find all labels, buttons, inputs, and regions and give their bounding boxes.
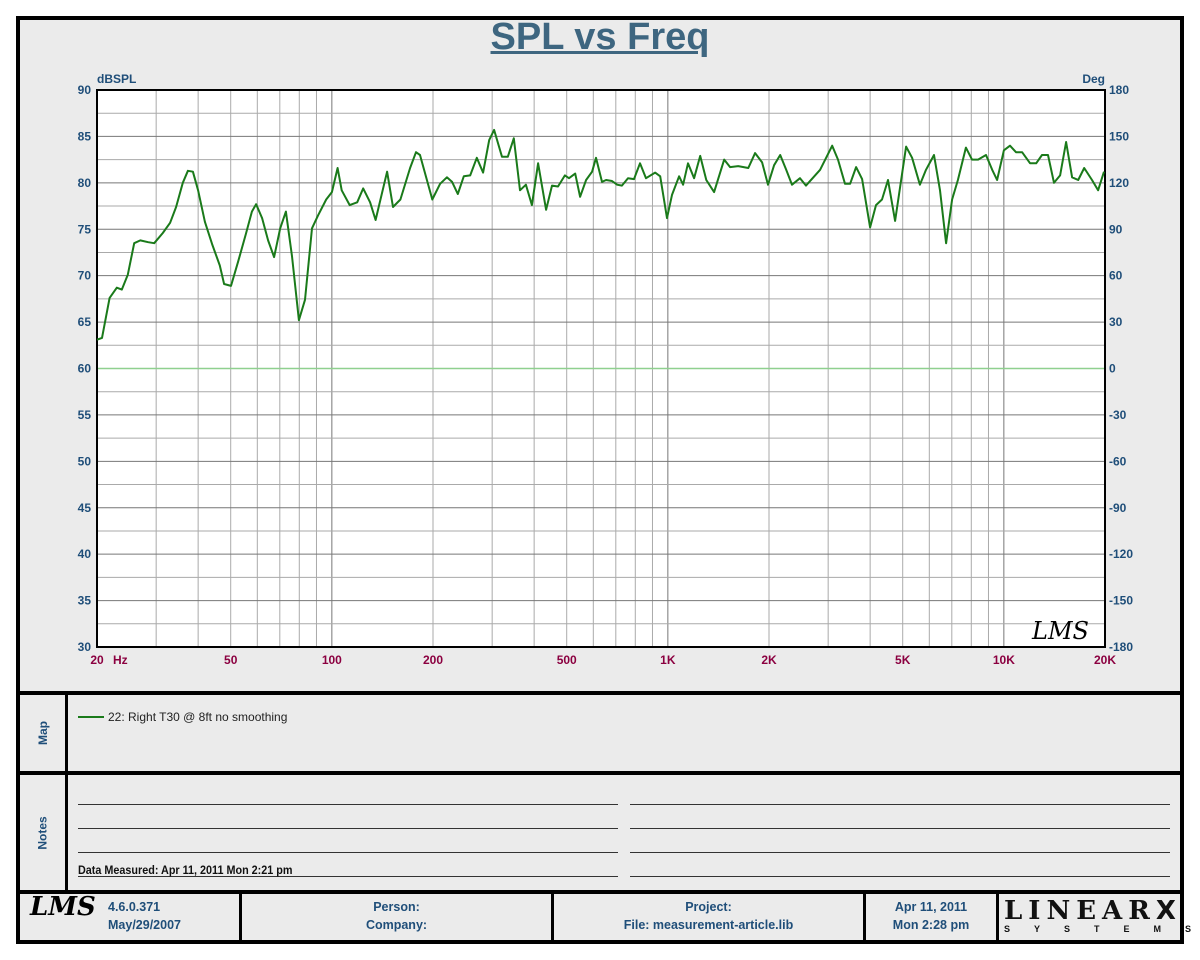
spl-series-line [96, 128, 1105, 341]
y-tick-label: 35 [78, 594, 92, 608]
y-tick-label: 50 [78, 454, 92, 468]
y-tick-label: 30 [78, 640, 92, 654]
lms-logo: LMS [30, 892, 96, 922]
report-date: Apr 11, 2011 Mon 2:28 pm [892, 900, 970, 932]
y-right-tick-label: -120 [1109, 547, 1133, 561]
chart-title: SPL vs Freq [490, 16, 710, 58]
y-right-tick-label: -30 [1109, 408, 1127, 422]
x-tick-label: 10K [993, 653, 1015, 667]
x-tick-label: 1K [660, 653, 676, 667]
x-tick-label: 20 [90, 653, 104, 667]
y-tick-label: 80 [78, 176, 92, 190]
y-tick-label: 45 [78, 501, 92, 515]
y-tick-label: 40 [78, 547, 92, 561]
legend-label: 22: Right T30 @ 8ft no smoothing [108, 710, 288, 724]
y-right-tick-label: 90 [1109, 222, 1123, 236]
linearx-logo: LINEARX SYSTEMS [1004, 896, 1200, 934]
note-line[interactable] [630, 828, 1170, 829]
divider [239, 894, 242, 940]
y-tick-label: 90 [78, 83, 92, 97]
y-tick-label: 65 [78, 315, 92, 329]
x-tick-label: 100 [322, 653, 342, 667]
divider [996, 894, 999, 940]
legend-entry[interactable]: 22: Right T30 @ 8ft no smoothing [78, 710, 287, 724]
person-company: Person: Company: [365, 900, 428, 932]
y-right-tick-label: -60 [1109, 454, 1127, 468]
note-line[interactable] [78, 804, 618, 805]
y-axis-label-left: dBSPL [97, 72, 136, 86]
y-tick-label: 85 [78, 129, 92, 143]
note-line[interactable] [630, 804, 1170, 805]
divider [16, 771, 1184, 775]
divider [16, 890, 1184, 894]
y-right-tick-label: -90 [1109, 501, 1127, 515]
y-tick-label: 55 [78, 408, 92, 422]
y-right-tick-label: 60 [1109, 269, 1123, 283]
y-right-tick-label: 120 [1109, 176, 1129, 190]
project-file: Project: File: measurement-article.lib [623, 900, 794, 932]
version-info: 4.6.0.371 May/29/2007 [108, 900, 181, 932]
x-tick-label: 5K [895, 653, 911, 667]
note-line[interactable] [630, 876, 1170, 877]
note-line[interactable] [78, 828, 618, 829]
y-right-tick-label: -180 [1109, 640, 1133, 654]
note-line[interactable] [78, 876, 618, 877]
y-tick-label: 70 [78, 269, 92, 283]
divider [65, 695, 68, 890]
y-right-tick-label: 150 [1109, 129, 1129, 143]
lms-watermark: LMS [1031, 617, 1089, 645]
spl-chart: 90 85 80 75 70 65 60 55 50 45 40 35 30 180 150 120 90 60 3… [78, 72, 1134, 667]
map-section-label: Map [36, 721, 50, 745]
x-unit-label: Hz [113, 653, 128, 667]
y-tick-label: 75 [78, 222, 92, 236]
x-tick-label: 500 [557, 653, 577, 667]
y-right-tick-label: -150 [1109, 594, 1133, 608]
x-tick-label: 2K [761, 653, 777, 667]
y-tick-label: 60 [78, 362, 92, 376]
x-tick-label: 50 [224, 653, 238, 667]
y-right-tick-label: 180 [1109, 83, 1129, 97]
legend-swatch [78, 716, 104, 718]
y-right-tick-label: 0 [1109, 362, 1116, 376]
y-right-tick-label: 30 [1109, 315, 1123, 329]
y-axis-label-right: Deg [1082, 72, 1105, 86]
note-line[interactable] [78, 852, 618, 853]
data-measured-text: Data Measured: Apr 11, 2011 Mon 2:21 pm [78, 863, 293, 877]
x-tick-label: 200 [423, 653, 443, 667]
divider [16, 691, 1184, 695]
note-line[interactable] [630, 852, 1170, 853]
divider [863, 894, 866, 940]
divider [551, 894, 554, 940]
x-tick-label: 20K [1094, 653, 1116, 667]
notes-section-label: Notes [36, 815, 50, 850]
plot-border [96, 89, 1106, 648]
